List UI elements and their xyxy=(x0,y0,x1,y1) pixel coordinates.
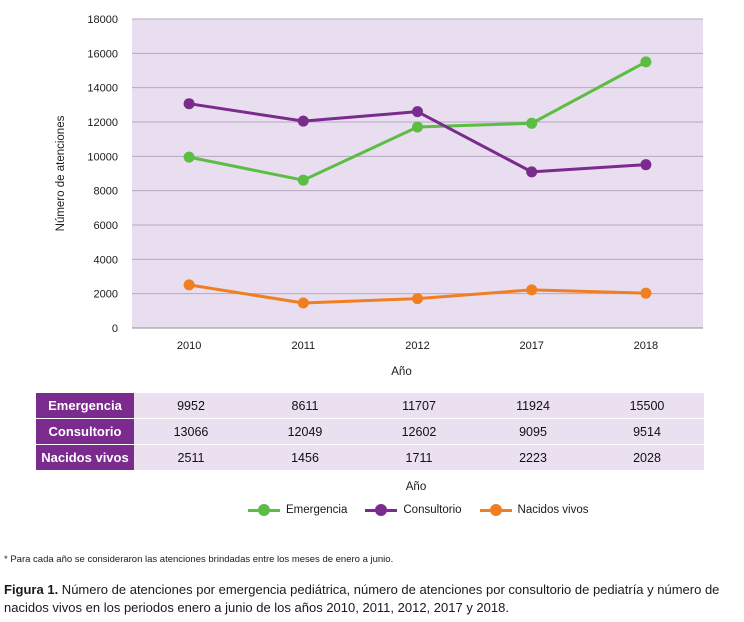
caption-text: Número de atenciones por emergencia pedi… xyxy=(4,582,720,615)
table-cell: 8611 xyxy=(248,393,362,419)
caption-label: Figura 1. xyxy=(4,582,59,597)
data-point xyxy=(526,284,538,296)
series-lines xyxy=(183,56,652,309)
x-tick-label: 2011 xyxy=(291,340,315,352)
table-row-consultorio: Consultorio 13066 12049 12602 9095 9514 xyxy=(36,419,704,445)
table-cell: 12602 xyxy=(362,419,476,445)
legend-dot xyxy=(258,504,270,516)
footnote: * Para cada año se consideraron las aten… xyxy=(4,554,394,565)
data-point xyxy=(412,106,423,118)
series-consultorio xyxy=(183,98,652,178)
data-point xyxy=(297,115,309,127)
series-emergencia xyxy=(183,56,652,186)
series-nacidos-vivos xyxy=(183,279,652,309)
x-tick-label: 2017 xyxy=(519,340,543,352)
table-cell: 13066 xyxy=(134,419,248,445)
data-point xyxy=(640,287,652,299)
legend-item-nacidos-vivos: Nacidos vivos xyxy=(479,504,589,516)
y-tick-label: 10000 xyxy=(87,151,118,163)
legend: Emergencia Consultorio Nacidos vivos xyxy=(248,504,589,516)
x-axis-title: Año xyxy=(391,366,411,378)
legend-item-emergencia: Emergencia xyxy=(248,504,347,516)
table-cell: 1711 xyxy=(362,445,476,471)
x-tick-label: 2018 xyxy=(634,340,658,352)
data-point xyxy=(297,174,309,186)
table-cell: 1456 xyxy=(248,445,362,471)
data-point xyxy=(640,56,652,68)
gridlines xyxy=(132,18,703,329)
table-cell: 2223 xyxy=(476,445,590,471)
table-cell: 9514 xyxy=(590,419,704,445)
data-point xyxy=(183,151,195,163)
y-tick-label: 16000 xyxy=(87,48,118,60)
legend-label: Consultorio xyxy=(403,504,462,516)
legend-label: Emergencia xyxy=(286,504,348,516)
plot-area xyxy=(132,19,703,328)
x-tick-label: 2012 xyxy=(405,340,429,352)
table-cell: 2511 xyxy=(134,445,248,471)
data-point xyxy=(183,98,195,110)
table-row-label: Nacidos vivos xyxy=(36,445,134,471)
table-cell: 15500 xyxy=(590,393,704,419)
legend-marker-icon xyxy=(248,504,280,516)
data-point xyxy=(526,117,538,129)
data-table: Emergencia 9952 8611 11707 11924 15500 C… xyxy=(36,393,704,471)
y-tick-label: 18000 xyxy=(87,14,118,26)
legend-marker-icon xyxy=(479,504,512,516)
data-point xyxy=(183,279,195,291)
x-axis-ticks: 2010 2011 2012 2017 2018 xyxy=(177,340,658,352)
table-cell: 11924 xyxy=(476,393,590,419)
data-point xyxy=(297,297,309,309)
y-axis-title: Número de atenciones xyxy=(55,115,67,231)
y-tick-label: 12000 xyxy=(87,117,118,129)
legend-dot xyxy=(489,504,502,516)
data-point xyxy=(640,159,652,171)
y-tick-label: 14000 xyxy=(87,83,118,95)
y-tick-label: 8000 xyxy=(94,186,118,198)
y-tick-label: 4000 xyxy=(94,254,118,266)
line-chart: 0 2000 4000 6000 8000 10000 12000 14000 16000 180… xyxy=(55,14,703,378)
y-tick-label: 2000 xyxy=(94,289,118,301)
legend-label: Nacidos vivos xyxy=(517,504,589,516)
y-tick-label: 6000 xyxy=(94,220,118,232)
y-tick-label: 0 xyxy=(112,323,118,335)
legend-item-consultorio: Consultorio xyxy=(365,504,462,516)
table-row-emergencia: Emergencia 9952 8611 11707 11924 15500 xyxy=(36,393,704,419)
table-x-axis-title: Año xyxy=(405,481,427,493)
y-axis-ticks: 0 2000 4000 6000 8000 10000 12000 14000 16000 180… xyxy=(87,14,118,335)
table-cell: 11707 xyxy=(362,393,476,419)
data-point xyxy=(526,166,538,178)
table-cell: 12049 xyxy=(248,419,362,445)
data-point xyxy=(412,293,423,305)
table-cell: 2028 xyxy=(590,445,704,471)
legend-dot xyxy=(375,504,388,516)
table-row-label: Consultorio xyxy=(36,419,134,445)
data-point xyxy=(412,121,423,133)
table-row-label: Emergencia xyxy=(36,393,134,419)
table-row-nacidos-vivos: Nacidos vivos 2511 1456 1711 2223 2028 xyxy=(36,445,704,471)
table-cell: 9952 xyxy=(134,393,248,419)
table-cell: 9095 xyxy=(476,419,590,445)
figure-caption: Figura 1. Número de atenciones por emerg… xyxy=(4,581,740,617)
legend-marker-icon xyxy=(365,504,398,516)
x-tick-label: 2010 xyxy=(177,340,201,352)
